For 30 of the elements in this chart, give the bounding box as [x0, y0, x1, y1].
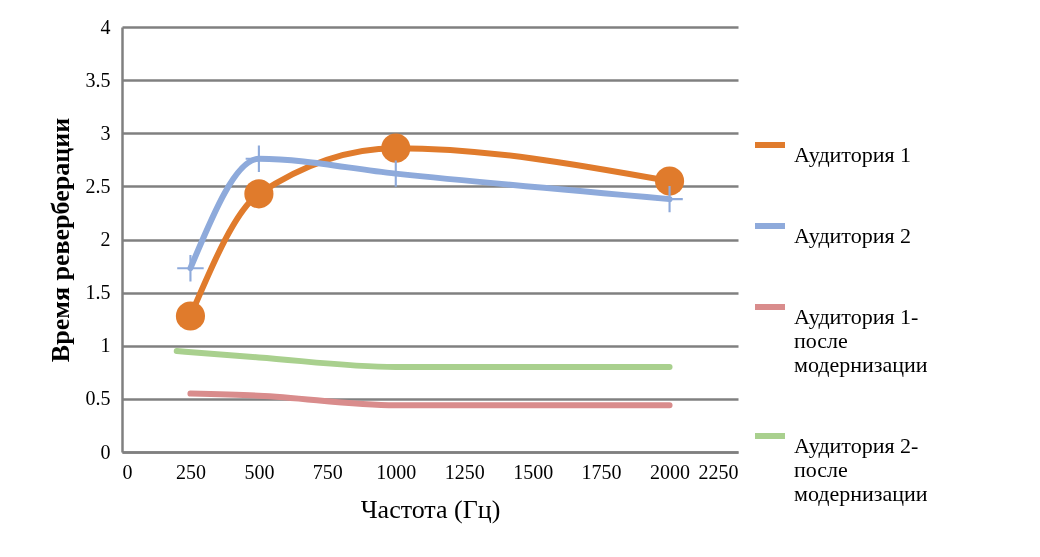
y-tick-label: 2.5	[85, 174, 111, 197]
x-tick-label: 2000	[650, 460, 691, 483]
x-tick-label: 250	[175, 460, 206, 483]
y-tick-label: 0	[100, 440, 111, 463]
x-tick-label: 1500	[513, 460, 554, 483]
y-tick-label: 3.5	[85, 68, 111, 91]
legend-label: Аудитория 1- после модернизации	[794, 304, 928, 377]
x-tick-label: 1000	[376, 460, 417, 483]
y-axis-title: Время реверберации	[45, 117, 75, 363]
y-tick-label: 0.5	[85, 387, 111, 410]
y-tick-label: 1	[100, 334, 111, 357]
y-tick-label: 1.5	[85, 281, 111, 304]
legend-label: Аудитория 2- после модернизации	[794, 433, 928, 506]
x-tick-label: 0	[122, 460, 133, 483]
point	[175, 301, 206, 331]
x-tick-label: 500	[244, 460, 275, 483]
y-tick-label: 2	[100, 228, 111, 250]
x-tick-label: 2250	[698, 460, 739, 483]
point	[654, 166, 685, 196]
y-tick-label: 3	[100, 121, 111, 144]
x-tick-label: 1750	[581, 460, 622, 483]
x-axis-title: Частота (Гц)	[360, 494, 501, 524]
x-tick-label: 1250	[444, 460, 485, 483]
y-tick-label: 4	[100, 15, 111, 38]
point	[381, 133, 411, 163]
legend-label: Аудитория 1	[794, 142, 912, 167]
point	[244, 179, 274, 209]
legend-label: Аудитория 2	[794, 223, 912, 248]
point	[177, 254, 204, 282]
x-tick-label: 750	[312, 460, 343, 483]
